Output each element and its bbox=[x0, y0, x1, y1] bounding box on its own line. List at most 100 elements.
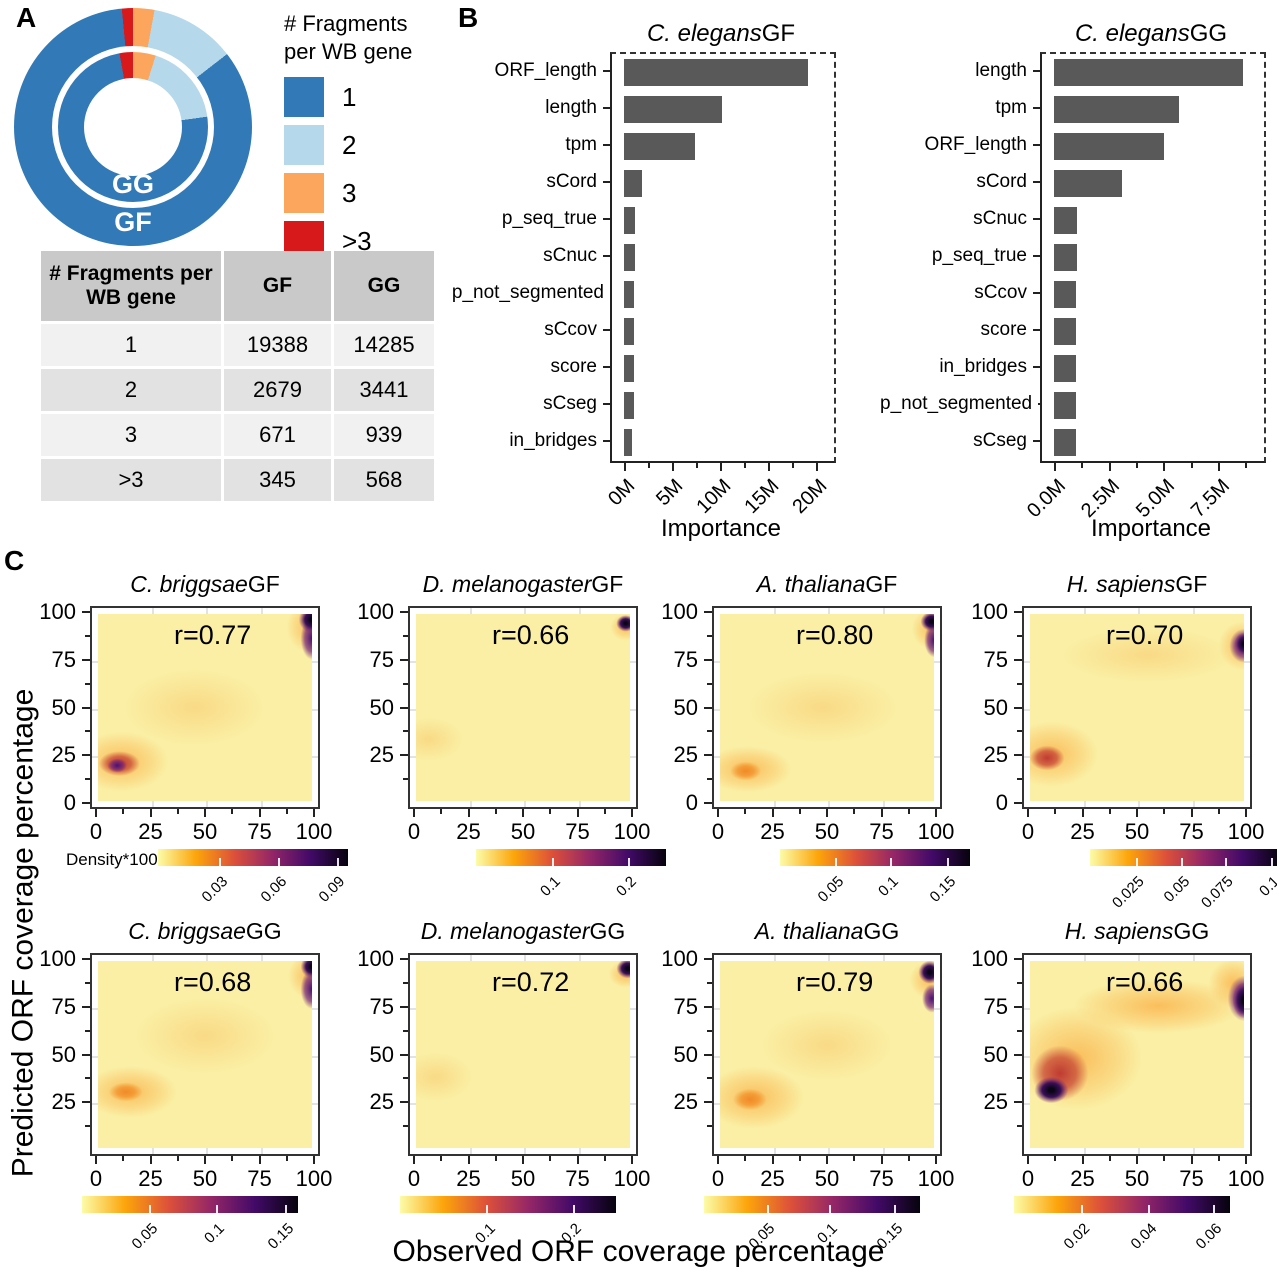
correlation-value: r=0.72 bbox=[491, 966, 570, 997]
y-axis-minor-tick bbox=[707, 634, 712, 637]
density-colorbar: 0.1 0.2 bbox=[476, 849, 666, 900]
y-axis-tick-mark bbox=[704, 611, 712, 613]
heatmap-card: D. melanogaster GF r=0.66 100 75 50 25 0 25 50 75… bbox=[356, 560, 666, 900]
y-axis-tick-mark bbox=[1033, 328, 1040, 331]
x-axis-tick-label: 100 bbox=[1227, 819, 1265, 844]
x-axis-tick-label: 25 bbox=[1070, 1166, 1095, 1191]
donut-outer-ring-label: GF bbox=[114, 207, 152, 237]
colorbar-tick-mark bbox=[218, 858, 221, 866]
y-axis-tick-label: 25 bbox=[369, 742, 394, 768]
x-axis-minor-tick bbox=[603, 1156, 606, 1161]
y-axis-tick-mark bbox=[82, 1005, 90, 1008]
x-axis-tick-mark bbox=[467, 1156, 470, 1164]
y-axis-tick-mark bbox=[1033, 254, 1040, 257]
y-axis-tick-mark bbox=[400, 611, 408, 613]
correlation-value: r=0.66 bbox=[1105, 966, 1184, 997]
y-axis-tick-mark bbox=[704, 658, 712, 661]
colorbar-tick-label: 0.06 bbox=[257, 873, 290, 906]
y-axis-tick-label: tpm bbox=[880, 89, 1040, 126]
x-axis-tick-mark bbox=[413, 809, 415, 817]
y-axis-minor-tick bbox=[403, 778, 408, 781]
x-axis-minor-tick bbox=[1081, 462, 1084, 468]
heatmap-title-suffix: GG bbox=[589, 918, 626, 944]
y-axis-tick-mark bbox=[1033, 180, 1040, 183]
y-axis-tick-label: 0 bbox=[63, 790, 76, 815]
x-axis-minor-tick bbox=[494, 809, 497, 814]
legend-swatch bbox=[284, 125, 324, 165]
heatmap-title: D. melanogaster GG bbox=[408, 907, 638, 953]
heatmap-title-species: H. sapiens bbox=[1066, 571, 1176, 597]
importance-bar bbox=[624, 355, 635, 382]
y-axis-minor-tick bbox=[85, 1077, 90, 1080]
table-row: >3 345 568 bbox=[41, 459, 434, 501]
x-axis-tick-label: 0 bbox=[89, 1166, 103, 1191]
x-axis-tick-mark bbox=[768, 462, 771, 471]
plot-area: 0M 5M 10M 15M 20M bbox=[604, 52, 836, 518]
colorbar-tick-mark bbox=[486, 1205, 489, 1213]
table-header-cell: GF bbox=[224, 251, 331, 321]
heatmap-title: C. briggsae GF bbox=[90, 560, 320, 606]
fragments-table: # Fragments per WB gene GF GG 1 19388 14285 2 2… bbox=[38, 248, 437, 504]
y-axis-tick-label: score bbox=[880, 311, 1040, 348]
importance-bar bbox=[1054, 133, 1165, 160]
heatmap-plot-area: r=0.70 bbox=[1022, 606, 1252, 809]
importance-bar bbox=[624, 96, 723, 123]
y-axis-tick-mark bbox=[1033, 143, 1040, 146]
y-axis-tick-mark bbox=[603, 69, 610, 72]
x-axis-tick-label: 100 bbox=[1227, 1166, 1265, 1191]
table-cell: 2 bbox=[41, 369, 221, 411]
y-axis-tick-mark bbox=[1014, 611, 1022, 613]
x-axis-tick-label: 50 bbox=[1124, 1166, 1150, 1191]
legend-item: 2 bbox=[284, 125, 454, 165]
panel-c-label: C bbox=[4, 545, 25, 576]
y-axis-tick-mark bbox=[400, 1053, 408, 1056]
y-axis-tick-label: 50 bbox=[51, 694, 76, 720]
y-axis-tick-label: 25 bbox=[983, 742, 1008, 768]
y-axis-tick-label: 100 bbox=[661, 599, 698, 624]
legend-title: # Fragments per WB gene bbox=[284, 10, 454, 65]
density-field bbox=[1030, 961, 1244, 1148]
x-axis-minor-tick bbox=[1054, 809, 1057, 814]
heatmap-main: r=0.80 100 75 50 25 0 0 25 50 75 100 bbox=[661, 599, 954, 844]
x-axis-tick-label: 75 bbox=[247, 819, 272, 844]
heatmap-title-species: D. melanogaster bbox=[420, 918, 590, 944]
importance-bar bbox=[624, 207, 636, 234]
legend-items: 1 2 3 >3 bbox=[284, 77, 454, 261]
y-axis-tick-mark bbox=[704, 754, 712, 757]
x-axis-tick-mark bbox=[717, 1156, 719, 1164]
y-axis-minor-tick bbox=[1017, 1029, 1022, 1032]
x-axis-minor-tick bbox=[440, 1156, 443, 1161]
y-axis-tick-label: 100 bbox=[39, 599, 76, 624]
importance-bar bbox=[1054, 96, 1179, 123]
y-axis-tick-label: 100 bbox=[357, 599, 394, 624]
colorbar-tick-label: 0.1 bbox=[537, 873, 565, 900]
chart-body: ORF_length length tpm sCord p_seq_true sCnuc p… bbox=[452, 52, 836, 518]
x-axis-title: Importance bbox=[1090, 515, 1212, 542]
x-axis-tick-mark bbox=[935, 809, 937, 817]
x-axis-tick-mark bbox=[826, 809, 828, 817]
x-axis-tick-label: 50 bbox=[510, 819, 536, 844]
y-axis-tick-label: 75 bbox=[673, 646, 698, 672]
panel-b-label: B bbox=[458, 2, 479, 33]
x-axis-minor-tick bbox=[1217, 809, 1220, 814]
y-axis-tick-mark bbox=[400, 1101, 408, 1104]
x-axis-tick-label: 25 bbox=[760, 819, 785, 844]
density-field bbox=[416, 614, 630, 801]
x-axis-tick-label: 25 bbox=[456, 819, 481, 844]
y-axis-tick-label: 50 bbox=[369, 694, 394, 720]
bar-label-text: sCcov bbox=[974, 281, 1027, 303]
y-axis-tick-label: length bbox=[880, 52, 1040, 89]
chart-title: C. elegans GF bbox=[610, 2, 832, 52]
y-axis-tick-label: 50 bbox=[983, 1041, 1008, 1067]
y-axis-tick-mark bbox=[603, 217, 610, 220]
donut-chart: GG GF bbox=[14, 8, 252, 246]
colorbar-tick-mark bbox=[1080, 1205, 1083, 1213]
x-axis-tick-mark bbox=[717, 809, 719, 817]
y-axis-tick-mark bbox=[400, 754, 408, 757]
y-axis-tick-mark bbox=[1014, 958, 1022, 960]
heatmap-plot-area: r=0.66 bbox=[408, 606, 638, 809]
correlation-value: r=0.80 bbox=[795, 619, 874, 650]
y-axis-tick-mark bbox=[1014, 658, 1022, 661]
importance-bar bbox=[624, 429, 632, 456]
